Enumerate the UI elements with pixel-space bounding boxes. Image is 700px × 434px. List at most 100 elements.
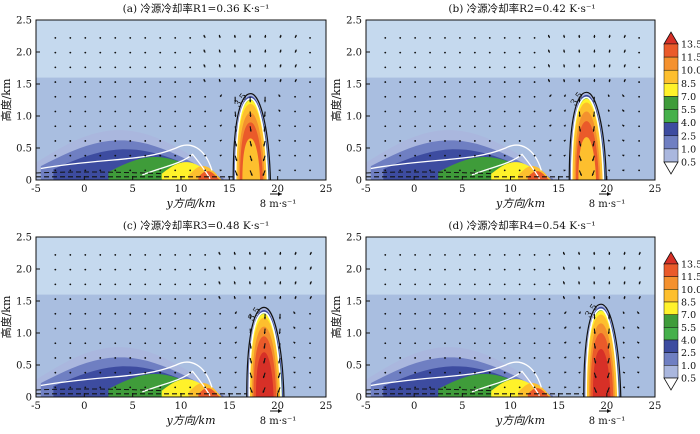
wind-arrowhead — [637, 311, 640, 314]
y-tick-label: 0.5 — [16, 361, 32, 372]
wind-arrowhead — [279, 266, 282, 269]
wind-vector — [309, 81, 311, 83]
wind-vector — [159, 66, 162, 69]
wind-vector — [384, 371, 387, 374]
wind-vector — [459, 371, 461, 374]
wind-vector — [114, 37, 117, 39]
wind-arrowhead — [593, 317, 596, 320]
wind-arrowhead — [622, 154, 625, 157]
wind-vector — [533, 140, 536, 142]
colorbar-label: 10.0 — [681, 66, 700, 77]
wind-vector — [204, 327, 207, 330]
plot-area: 3.5 — [366, 34, 641, 180]
wind-vector — [159, 254, 162, 256]
wind-vector — [399, 298, 402, 300]
wind-arrowhead — [578, 100, 581, 103]
wind-vector — [159, 169, 162, 172]
wind-vector — [533, 51, 536, 54]
wind-vector — [114, 95, 117, 98]
wind-arrowhead — [249, 100, 252, 103]
wind-arrowhead — [564, 356, 567, 359]
wind-vector — [54, 66, 57, 69]
wind-arrowhead — [218, 251, 221, 255]
wind-arrowhead — [294, 281, 297, 284]
wind-arrowhead — [578, 326, 581, 329]
wind-vector — [114, 154, 117, 157]
wind-vector — [54, 386, 57, 389]
wind-arrowhead — [608, 79, 611, 82]
wind-arrowhead — [638, 296, 641, 299]
wind-arrowhead — [593, 296, 596, 299]
wind-arrowhead — [594, 375, 597, 379]
reference-vector-head — [607, 409, 611, 413]
wind-arrowhead — [234, 114, 237, 117]
wind-vector — [99, 268, 102, 271]
x-tick-label: 5 — [459, 184, 465, 195]
wind-vector — [414, 37, 417, 39]
wind-arrowhead — [249, 34, 252, 37]
x-tick-label: 0 — [81, 184, 87, 195]
x-tick-label: 5 — [459, 401, 465, 412]
wind-vector — [444, 371, 446, 374]
wind-vector — [69, 140, 72, 142]
colorbar-label: 2.5 — [681, 131, 696, 142]
wind-vector — [399, 283, 402, 286]
colorbar-cell — [663, 109, 679, 123]
wind-arrowhead — [623, 341, 626, 344]
wind-vector — [159, 327, 162, 330]
wind-vector — [414, 140, 417, 142]
contour-line — [370, 361, 542, 388]
wind-arrowhead — [278, 346, 281, 349]
wind-arrowhead — [564, 371, 567, 374]
wind-vector — [144, 81, 147, 83]
wind-vector — [399, 51, 402, 54]
wind-arrowhead — [218, 281, 221, 284]
wind-vector — [189, 312, 192, 315]
contour-line — [585, 308, 619, 397]
wind-vector — [309, 327, 311, 330]
wind-vector — [174, 154, 177, 157]
wind-arrowhead — [578, 311, 581, 314]
wind-vector — [384, 386, 387, 389]
wind-vector — [219, 386, 222, 389]
wind-vector — [129, 81, 132, 83]
wind-vector — [84, 312, 87, 315]
wind-arrowhead — [278, 317, 282, 320]
wind-vector — [503, 140, 506, 142]
wind-vector — [503, 37, 506, 39]
wind-vector — [189, 254, 192, 256]
wind-arrowhead — [548, 79, 551, 82]
wind-arrowhead — [279, 49, 282, 52]
wind-arrowhead — [248, 296, 252, 299]
wind-vector — [384, 81, 387, 83]
wind-vector — [488, 37, 491, 39]
wind-arrowhead — [294, 49, 297, 52]
cold-pool-band — [198, 171, 220, 180]
wind-vector — [54, 95, 57, 98]
colorbar-extend-top — [663, 31, 679, 45]
wind-vector — [114, 371, 117, 374]
wind-vector — [54, 81, 57, 83]
wind-arrowhead — [637, 386, 640, 389]
wind-vector — [84, 298, 87, 300]
wind-vector — [114, 81, 117, 83]
wind-vector — [204, 95, 207, 98]
wind-arrowhead — [622, 169, 625, 172]
wind-arrowhead — [218, 64, 221, 67]
wind-vector — [384, 95, 387, 98]
wind-arrowhead — [608, 34, 611, 38]
x-tick-label: 20 — [600, 401, 613, 412]
wind-vector — [114, 298, 117, 300]
wind-vector — [518, 283, 521, 286]
wind-vector — [159, 342, 162, 345]
colorbar-label: 4.0 — [681, 118, 696, 129]
wind-vector — [473, 51, 476, 54]
wind-vector — [384, 110, 387, 113]
wind-arrowhead — [593, 251, 596, 254]
wind-vector — [488, 371, 491, 374]
reference-vector-label: 8 m·s⁻¹ — [589, 416, 626, 427]
wind-vector — [429, 357, 431, 359]
y-tick-label: 2.0 — [346, 48, 362, 59]
wind-arrowhead — [203, 79, 206, 82]
wind-vector — [503, 268, 506, 271]
